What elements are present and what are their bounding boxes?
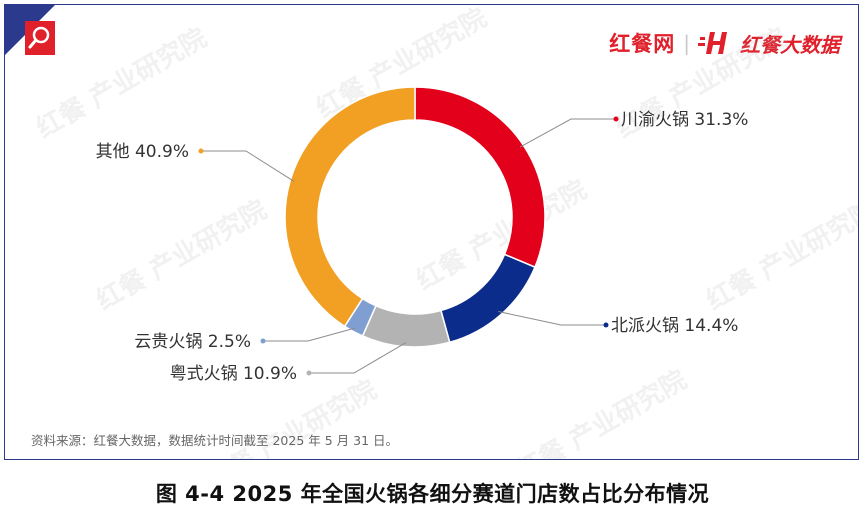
- figure-caption: 图 4-4 2025 年全国火锅各细分赛道门店数占比分布情况: [155, 482, 710, 506]
- chart-frame: 红餐网 | 红餐大数据 红餐 产业研究院 红餐 产业研究院 红餐 产业研究院 红餐 产…: [4, 4, 859, 460]
- legend-dot: [198, 148, 204, 154]
- research-logo-icon: [5, 5, 55, 55]
- leader-line: [498, 311, 606, 326]
- donut-slice: [439, 253, 536, 344]
- source-note: 资料来源：红餐大数据，数据统计时间截至 2025 年 5 月 31 日。: [31, 433, 399, 448]
- leader-line: [519, 118, 616, 148]
- donut-chart: 川渝火锅 31.3% 北派火锅 14.4% 粤式火锅 10.9% 云贵火锅 2.5% 其…: [96, 86, 748, 384]
- donut-slice: [284, 86, 416, 328]
- brand-logo: 红餐网 | 红餐大数据: [609, 25, 840, 61]
- leader-line: [263, 327, 356, 342]
- legend-dot: [613, 116, 619, 122]
- leader-line: [201, 150, 295, 182]
- brand-name-left: 红餐网: [609, 32, 676, 56]
- slice-label: 北派火锅 14.4%: [611, 316, 738, 336]
- bigdata-logo-icon: [698, 32, 727, 54]
- leader-line: [309, 342, 407, 374]
- legend-dot: [603, 322, 609, 328]
- slice-label: 粤式火锅 10.9%: [170, 364, 297, 384]
- slice-label: 其他 40.9%: [96, 142, 189, 162]
- slice-label: 云贵火锅 2.5%: [134, 332, 251, 352]
- brand-name-right: 红餐大数据: [740, 32, 840, 57]
- donut-slice: [414, 86, 546, 269]
- brand-divider: |: [683, 31, 690, 55]
- legend-dot: [306, 370, 312, 376]
- slice-label: 川渝火锅 31.3%: [621, 110, 748, 130]
- donut-slice: [361, 304, 451, 348]
- legend-dot: [260, 338, 266, 344]
